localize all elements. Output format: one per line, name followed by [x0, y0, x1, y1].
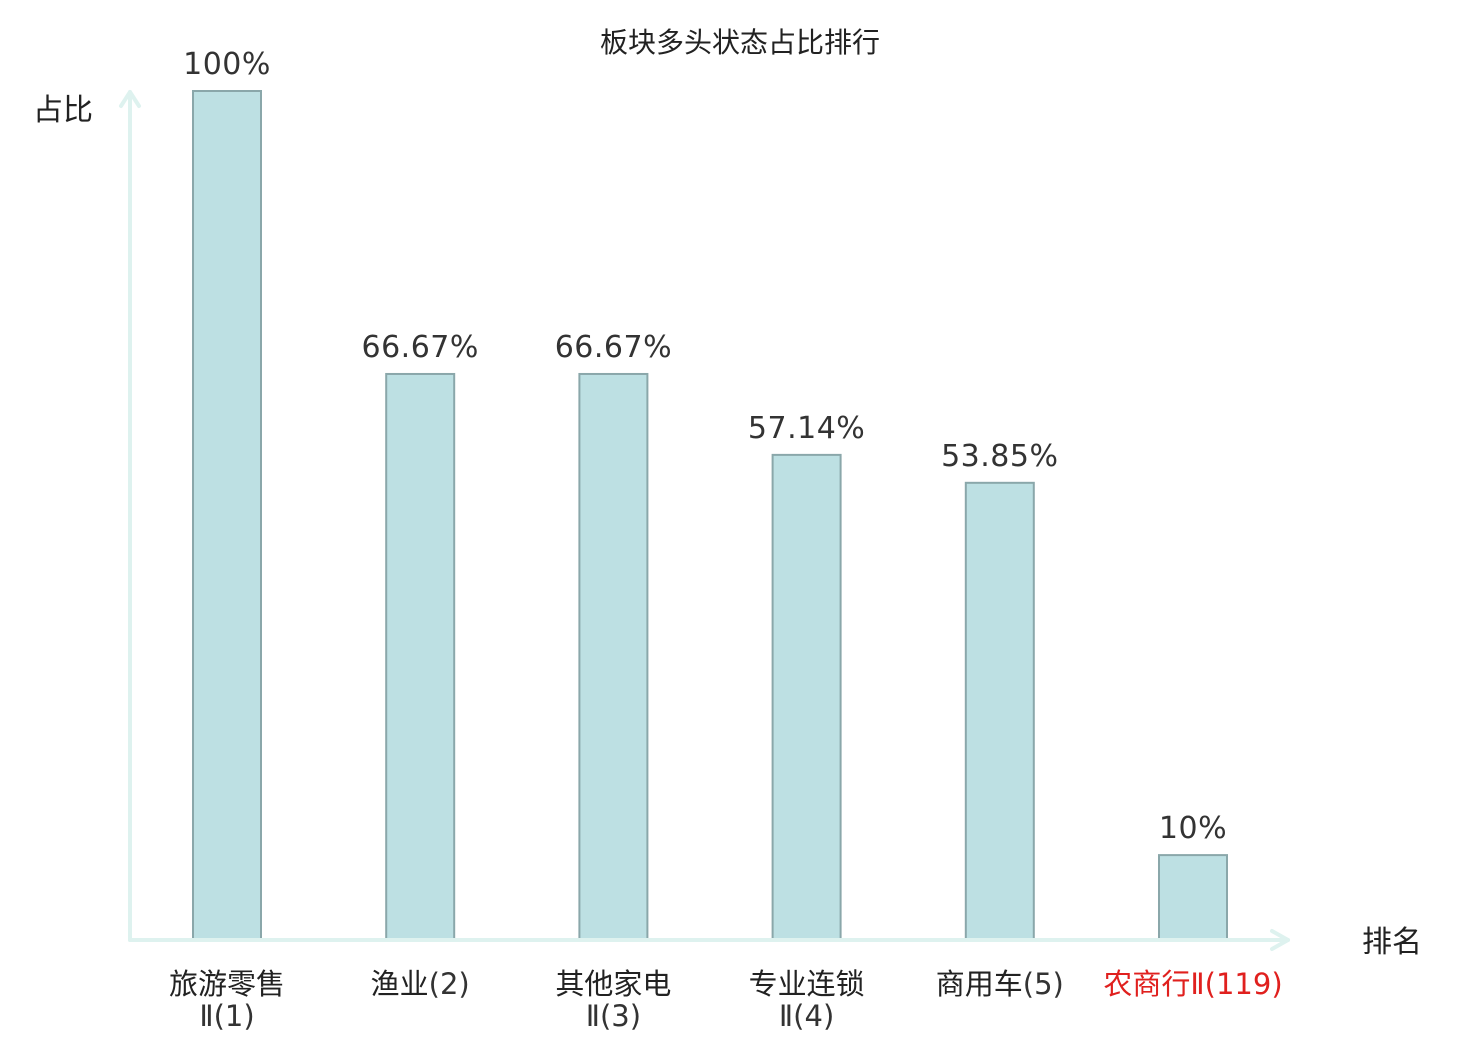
- y-axis-label: 占比: [33, 93, 93, 128]
- category-name: 其他家电: [555, 967, 671, 1001]
- x-axis-label: 排名: [1362, 925, 1422, 960]
- category-label-4-line-1: 专业连锁: [749, 967, 865, 1001]
- category-label-3-line-2: Ⅱ(3): [586, 999, 641, 1033]
- y-axis-arrow: [119, 90, 141, 108]
- value-label-5: 53.85%: [941, 439, 1058, 474]
- category-label-2: 渔业(2): [371, 967, 470, 1001]
- value-label-4: 57.14%: [748, 411, 865, 446]
- category-name: 旅游零售: [169, 967, 285, 1001]
- bar-3: [578, 372, 649, 942]
- category-code: Ⅱ(1): [199, 999, 254, 1033]
- x-axis-arrow: [1270, 929, 1290, 951]
- value-label-2: 66.67%: [362, 330, 479, 365]
- bar-5: [964, 481, 1035, 941]
- category-label-5: 商用车(5): [936, 967, 1064, 1001]
- category-label-4-line-2: Ⅱ(4): [779, 999, 834, 1033]
- bar-6: [1158, 854, 1228, 941]
- bars-group: [192, 90, 1228, 942]
- category-name: 农商行: [1103, 967, 1190, 1001]
- bar-1: [192, 90, 262, 941]
- category-code: Ⅱ(119): [1190, 967, 1282, 1001]
- category-name: 渔业: [371, 967, 429, 1001]
- category-code: (5): [1023, 967, 1064, 1001]
- value-label-6: 10%: [1159, 811, 1227, 846]
- category-label-1-line-1: 旅游零售: [169, 967, 285, 1001]
- category-label-3-line-1: 其他家电: [555, 967, 671, 1001]
- chart-title: 板块多头状态占比排行: [600, 26, 880, 59]
- value-label-3: 66.67%: [555, 330, 672, 365]
- category-name: 商用车: [936, 967, 1023, 1001]
- bar-2: [385, 372, 456, 942]
- category-code: Ⅱ(4): [779, 999, 834, 1033]
- category-label-1-line-2: Ⅱ(1): [199, 999, 254, 1033]
- category-name: 专业连锁: [749, 967, 865, 1001]
- value-label-1: 100%: [183, 47, 271, 82]
- category-label-6: 农商行Ⅱ(119): [1103, 967, 1282, 1001]
- bar-4: [771, 453, 842, 941]
- category-code: Ⅱ(3): [586, 999, 641, 1033]
- category-code: (2): [429, 967, 470, 1001]
